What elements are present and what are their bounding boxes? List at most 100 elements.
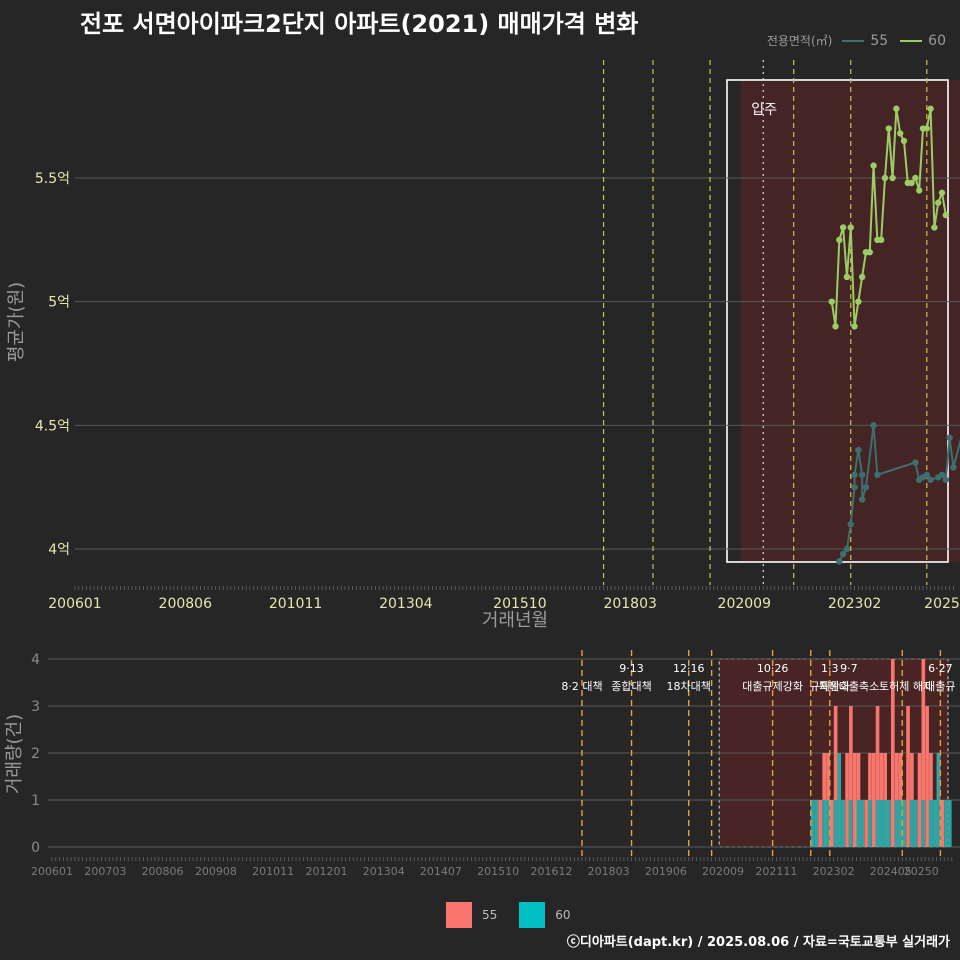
y-tick-label: 4.5억 (35, 418, 70, 434)
data-point-60 (843, 273, 851, 281)
legend-title: 전용면적(㎡) (766, 34, 833, 48)
data-point-60 (881, 174, 889, 182)
volume-bar-60 (814, 800, 819, 847)
data-point-55 (839, 550, 847, 558)
volume-x-tick-label: 202302 (813, 865, 855, 878)
y-tick-label: 5.5억 (35, 171, 70, 187)
policy-annotation-date: 6·27 (928, 662, 953, 675)
data-point-60 (836, 236, 843, 244)
volume-legend-label-60: 60 (555, 908, 571, 922)
volume-bar-55 (852, 753, 857, 847)
legend-label-60: 60 (928, 32, 946, 49)
data-point-55 (851, 483, 858, 491)
volume-x-tick-label: 200703 (84, 865, 126, 878)
volume-bar-60 (898, 800, 903, 847)
data-point-60 (938, 189, 946, 197)
x-tick-label: 200806 (159, 596, 213, 612)
volume-x-tick-label: 201906 (645, 865, 687, 878)
data-point-55 (942, 476, 950, 483)
volume-bar-60 (810, 800, 815, 847)
volume-x-tick-label: 202111 (755, 865, 797, 878)
data-point-55 (923, 471, 930, 478)
volume-bar-55 (875, 706, 880, 847)
policy-annotation-date: 9·7 (840, 662, 858, 675)
data-point-60 (832, 323, 839, 330)
volume-bar-55 (921, 659, 926, 847)
volume-x-tick-label: 201011 (252, 865, 294, 878)
volume-bar-55 (917, 753, 922, 847)
data-point-55 (950, 464, 957, 471)
data-point-55 (927, 476, 934, 483)
x-tick-label: 2025 (924, 596, 960, 612)
data-point-60 (885, 125, 892, 132)
data-point-55 (862, 483, 870, 491)
data-point-60 (915, 187, 923, 194)
volume-bar-60 (856, 800, 861, 847)
data-point-55 (855, 446, 862, 454)
policy-annotation-text: 대출규 (925, 680, 955, 693)
volume-bar-60 (886, 800, 891, 847)
volume-bar-60 (822, 800, 826, 847)
policy-annotation-text: 규제완화 (810, 680, 850, 693)
volume-bar-60 (909, 800, 914, 847)
data-point-60 (839, 224, 847, 231)
footer-credit: ⓒ디아파트(dapt.kr) / 2025.08.06 / 자료=국토교통부 실… (566, 935, 950, 950)
y-tick-label: 5억 (48, 295, 70, 311)
policy-annotation-text: 18차대책 (667, 680, 711, 693)
x-tick-label: 202302 (828, 596, 881, 612)
data-point-60 (893, 105, 900, 112)
data-point-55 (874, 471, 881, 478)
volume-bar-60 (948, 800, 952, 847)
x-tick-label: 201011 (269, 596, 322, 612)
data-point-55 (870, 422, 877, 429)
data-point-55 (851, 471, 858, 478)
volume-bar-60 (848, 800, 853, 847)
data-point-60 (855, 298, 862, 305)
volume-bar-60 (936, 753, 941, 847)
volume-bar-60 (928, 800, 933, 847)
data-point-60 (908, 179, 915, 187)
x-axis-title: 거래년월 (482, 610, 548, 631)
volume-bar-60 (875, 800, 880, 847)
data-point-60 (927, 105, 934, 112)
data-point-55 (843, 545, 851, 553)
volume-bar-55 (871, 753, 876, 847)
volume-x-tick-label: 201407 (420, 865, 462, 878)
chart-title: 전포 서면아이파크2단지 아파트(2021) 매매가격 변화 (80, 10, 639, 38)
volume-bar-55 (845, 753, 849, 847)
volume-bar-55 (890, 659, 895, 847)
data-point-60 (870, 162, 877, 169)
data-point-60 (889, 174, 896, 182)
volume-x-tick-label: 201201 (306, 865, 348, 878)
volume-x-tick-label: 201304 (363, 865, 405, 878)
data-point-55 (912, 459, 919, 466)
data-point-55 (858, 496, 866, 503)
legend-swatch-55 (842, 39, 865, 42)
policy-annotation-text: 종합대책 (611, 680, 651, 693)
volume-x-tick-label: 200908 (195, 865, 237, 878)
x-tick-label: 200601 (48, 596, 101, 612)
volume-bar-60 (867, 800, 872, 847)
volume-y-tick-label: 2 (31, 746, 40, 762)
volume-bar-60 (833, 800, 838, 847)
volume-y-tick-label: 4 (31, 652, 40, 668)
volume-legend: 55 60 (446, 902, 583, 928)
data-point-55 (847, 521, 854, 528)
x-tick-label: 201304 (379, 596, 433, 612)
volume-bar-60 (860, 800, 864, 847)
x-tick-label: 201803 (603, 596, 656, 612)
data-point-55 (858, 471, 866, 478)
volume-bar-55 (818, 800, 823, 847)
legend-box-55 (446, 902, 472, 928)
y-tick-label: 4억 (48, 542, 70, 558)
data-point-60 (900, 137, 908, 145)
policy-annotation-text: 특례대출축소 (819, 680, 880, 693)
data-point-60 (934, 199, 942, 206)
data-point-60 (942, 211, 950, 219)
data-point-60 (896, 130, 904, 137)
volume-bar-55 (925, 706, 929, 847)
volume-bar-60 (902, 800, 906, 847)
volume-bar-60 (883, 800, 887, 847)
volume-bar-55 (864, 800, 868, 847)
